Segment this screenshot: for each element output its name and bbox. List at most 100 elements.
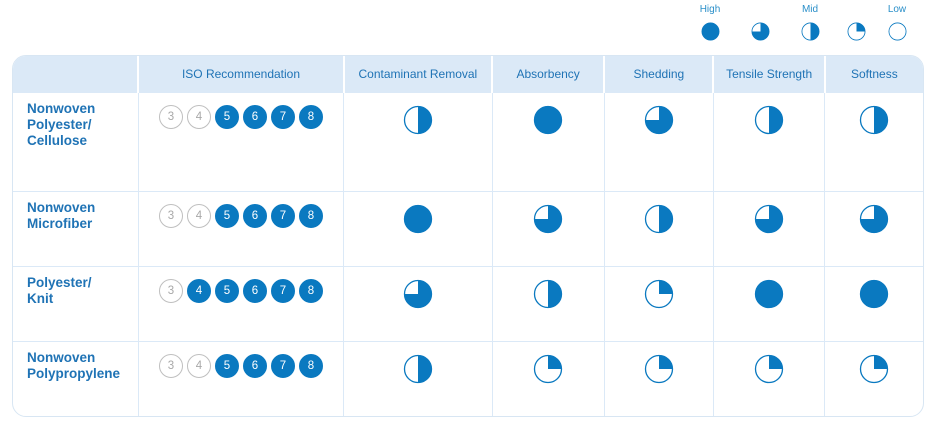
- rating-fill: [769, 355, 783, 370]
- rating-cell-tensile-strength: [713, 341, 826, 416]
- iso-class-not-recommended: 4: [186, 204, 211, 229]
- rating-fill: [404, 205, 432, 233]
- rating-fill: [860, 205, 888, 233]
- rating-legend: High Mid Low: [690, 4, 920, 46]
- rating-fill: [769, 106, 783, 134]
- rating-pie-icon: [859, 205, 889, 234]
- legend-item: [836, 4, 876, 41]
- legend-item: [740, 4, 780, 41]
- rating-pie-icon: [859, 105, 889, 135]
- legend-pie-icon: [888, 22, 906, 41]
- material-name-line: Knit: [27, 291, 54, 307]
- material-name: Polyester/Knit: [13, 266, 139, 342]
- legend-item: Low: [877, 4, 917, 41]
- rating-fill: [755, 205, 783, 233]
- iso-class-recommended: 5: [214, 105, 239, 129]
- rating-pie-icon: [533, 280, 563, 309]
- material-name: Nonwoven Polypropylene: [13, 341, 139, 416]
- rating-pie-icon: [533, 355, 563, 384]
- iso-class-recommended: 6: [242, 354, 267, 379]
- header-shedding: Shedding: [604, 56, 715, 93]
- rating-fill: [658, 280, 673, 295]
- table-row: Nonwoven Polypropylene 3 4 5 6 7 8: [13, 341, 923, 416]
- rating-cell-shedding: [604, 266, 714, 342]
- rating-cell-absorbency: [492, 191, 605, 267]
- rating-fill: [548, 280, 562, 308]
- legend-item: High: [690, 4, 730, 41]
- rating-fill: [810, 22, 819, 41]
- header-iso-recommendation: ISO Recommendation: [138, 56, 345, 93]
- iso-class-not-recommended: 4: [186, 105, 211, 129]
- iso-class-recommended: 5: [214, 354, 239, 379]
- rating-pie-icon: [403, 105, 433, 135]
- iso-class-recommended: 6: [242, 279, 267, 304]
- iso-class-recommended: 6: [242, 204, 267, 229]
- iso-class-not-recommended: 4: [186, 354, 211, 379]
- rating-cell-absorbency: [492, 91, 605, 192]
- iso-class-recommended: 8: [298, 105, 323, 129]
- rating-cell-softness: [824, 341, 923, 416]
- rating-fill: [417, 355, 432, 383]
- iso-class-recommended: 5: [214, 204, 239, 229]
- rating-cell-contaminant-removal: [343, 341, 493, 416]
- rating-fill: [874, 106, 888, 134]
- legend-pie-icon: [801, 22, 819, 41]
- rating-cell-softness: [824, 91, 923, 192]
- table-row: Polyester/Knit 3 4 5 6 7 8: [13, 266, 923, 342]
- rating-ring: [888, 22, 906, 41]
- rating-cell-tensile-strength: [713, 91, 826, 192]
- iso-class-recommended: 8: [298, 204, 323, 229]
- rating-pie-icon: [403, 280, 433, 309]
- rating-pie-icon: [533, 205, 563, 234]
- rating-cell-contaminant-removal: [343, 191, 493, 267]
- legend-pie-icon: [701, 22, 719, 41]
- rating-fill: [534, 205, 562, 233]
- rating-pie-icon: [644, 280, 674, 309]
- legend-label: Mid: [801, 4, 819, 15]
- material-name-line: Nonwoven: [27, 200, 96, 216]
- material-name-line: Polyester/: [27, 117, 92, 132]
- legend-pie-icon: [751, 22, 769, 41]
- rating-fill: [417, 106, 432, 134]
- rating-cell-contaminant-removal: [343, 266, 493, 342]
- material-name-line: Polypropylene: [27, 366, 121, 382]
- material-name-line: Cellulose: [27, 133, 88, 148]
- iso-class-not-recommended: 3: [158, 354, 183, 379]
- material-name: Nonwoven Microfiber: [13, 191, 139, 267]
- iso-class-recommended: 4: [186, 279, 211, 304]
- iso-class-recommended: 8: [298, 279, 323, 304]
- rating-pie-icon: [403, 355, 433, 384]
- header-tensile-strength: Tensile Strength: [713, 56, 826, 93]
- iso-class-recommended: 7: [270, 279, 295, 304]
- rating-fill: [755, 280, 783, 308]
- iso-class-recommended: 5: [214, 279, 239, 304]
- material-name-line: Nonwoven: [27, 101, 96, 116]
- rating-pie-icon: [859, 280, 889, 309]
- rating-pie-icon: [644, 105, 674, 135]
- material-name-line: Nonwoven: [27, 350, 96, 366]
- header-softness: Softness: [824, 56, 923, 93]
- rating-cell-softness: [824, 266, 923, 342]
- rating-cell-contaminant-removal: [343, 91, 493, 192]
- rating-pie-icon: [754, 355, 784, 384]
- legend-label: [740, 4, 780, 16]
- rating-cell-shedding: [604, 91, 714, 192]
- iso-class-recommended: 7: [270, 204, 295, 229]
- rating-pie-icon: [533, 105, 563, 135]
- material-name: Nonwoven Polyester/Cellulose: [13, 91, 139, 192]
- iso-class-recommended: 7: [270, 105, 295, 129]
- header-row: ISO Recommendation Contaminant Removal A…: [13, 56, 923, 93]
- iso-class-not-recommended: 3: [158, 204, 183, 229]
- iso-class-recommended: 8: [298, 354, 323, 379]
- iso-class-not-recommended: 3: [158, 105, 183, 129]
- legend-label: Low: [887, 4, 907, 15]
- header-blank: [13, 56, 140, 93]
- rating-fill: [534, 106, 562, 134]
- rating-fill: [751, 22, 769, 41]
- legend-label: High: [699, 4, 721, 15]
- comparison-table: ISO Recommendation Contaminant Removal A…: [12, 55, 924, 417]
- rating-fill: [404, 280, 432, 308]
